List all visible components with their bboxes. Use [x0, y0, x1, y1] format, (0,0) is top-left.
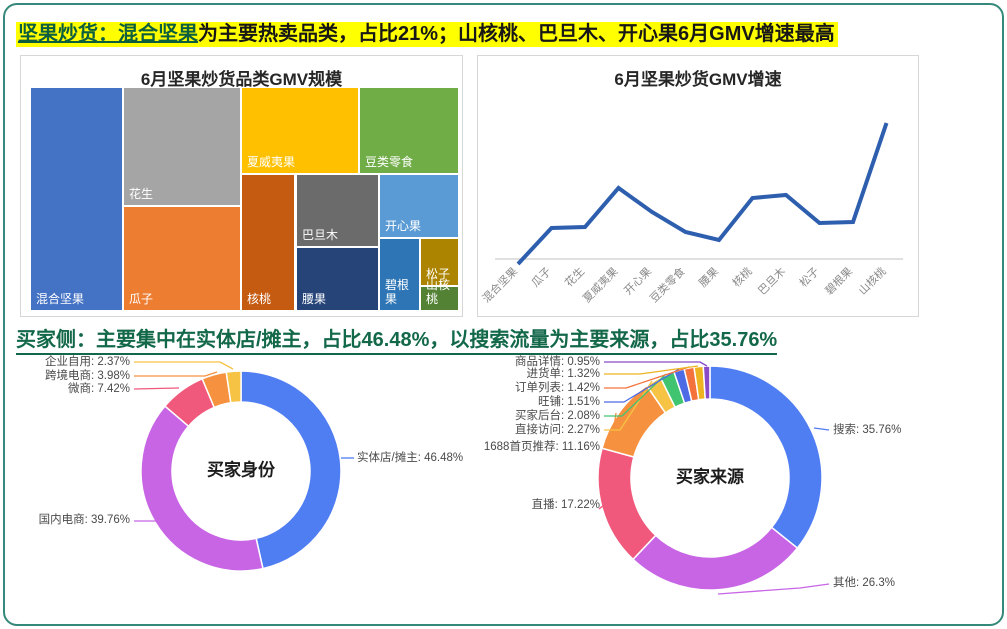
buyer-source-label-livestream: 直播: 17.22% [532, 497, 600, 511]
treemap-block-macadamia: 夏威夷果 [242, 88, 358, 173]
headline-buyers: 买家侧：主要集中在实体店/摊主，占比46.48%，以搜索流量为主要来源，占比35… [16, 328, 778, 355]
treemap-block-walnuts: 核桃 [242, 175, 294, 310]
buyer-source-label-purchase-list: 进货单: 1.32% [527, 366, 601, 380]
buyer-source-leader-order-list [604, 366, 690, 389]
buyer-source-leader-wangpu-storefront [604, 368, 680, 403]
buyer-identity-leader-wechat-business [133, 387, 180, 390]
treemap-block-bean-snacks: 豆类零食 [360, 88, 458, 173]
buyer-identity-label-physical-store-stall: 实体店/摊主: 46.48% [357, 450, 463, 464]
buyer-source-leader-1688-homepage-recommendation [604, 412, 617, 448]
headline-highlight: 坚果炒货：混合坚果为主要热卖品类，占比21%；山核桃、巴旦木、开心果6月GMV增… [16, 22, 838, 47]
treemap-label-macadamia: 夏威夷果 [247, 155, 296, 170]
buyer-identity-slice-domestic-ecommerce [140, 405, 264, 572]
buyer-source-label-product-detail: 商品详情: 0.95% [515, 354, 600, 368]
treemap-label-mixed-nuts: 混合坚果 [36, 292, 85, 307]
buyer-identity-label-domestic-ecommerce: 国内电商: 39.76% [39, 512, 130, 526]
buyer-source-leader-livestream [598, 504, 605, 510]
buyer-identity-slice-physical-store-stall [240, 370, 342, 570]
line-chart-title: 6月坚果炒货GMV增速 [614, 70, 782, 89]
treemap-block-almonds: 巴旦木 [297, 175, 378, 246]
treemap-label-pecans: 碧根果 [385, 278, 410, 307]
treemap-block-mixed-nuts: 混合坚果 [31, 88, 122, 310]
treemap-chart: 混合坚果 花生瓜子 夏威夷果 豆类零食核桃 巴旦木腰果 开心果碧根果 松子 山核桃 [31, 88, 458, 310]
headline-lead: 坚果炒货：混合坚果 [18, 23, 198, 45]
buyer-identity-leader-cross-border-ecommerce [134, 371, 218, 377]
treemap-label-hickory-nuts: 山核桃 [426, 278, 451, 307]
treemap-block-pecans: 碧根果 [380, 239, 419, 310]
buyer-source-slice-livestream [597, 447, 657, 561]
treemap-panel: 6月坚果炒货品类GMV规模 混合坚果 花生瓜子 夏威夷果 豆类零食核桃 巴旦木腰果 开心果… [20, 55, 463, 317]
buyer-identity-label-cross-border-ecommerce: 跨境电商: 3.98% [45, 368, 130, 382]
buyer-source-label-order-list: 订单列表: 1.42% [515, 380, 600, 394]
buyer-source-leader-other [717, 583, 830, 595]
buyer-source-label-search: 搜索: 35.76% [833, 422, 901, 436]
treemap-label-pistachios: 开心果 [385, 219, 422, 234]
buyer-identity-label-enterprise-self-use: 企业自用: 2.37% [45, 354, 130, 368]
treemap-block-melon-seeds: 瓜子 [124, 207, 240, 310]
buyer-identity-label-wechat-business: 微商: 7.42% [68, 381, 130, 395]
treemap-label-almonds: 巴旦木 [302, 228, 339, 243]
buyer-identity-leader-enterprise-self-use [134, 361, 234, 370]
treemap-label-melon-seeds: 瓜子 [129, 292, 154, 307]
buyer-source-leader-search [813, 427, 830, 431]
treemap-label-cashews: 腰果 [302, 292, 327, 307]
buyer-identity-slice-enterprise-self-use [225, 370, 242, 404]
buyer-identity-center-title: 买家身份 [207, 459, 276, 479]
buyer-source-label-buyer-backend: 买家后台: 2.08% [515, 408, 600, 422]
headline-category: 坚果炒货：混合坚果为主要热卖品类，占比21%；山核桃、巴旦木、开心果6月GMV增… [16, 22, 838, 47]
treemap-block-pistachios: 开心果 [380, 175, 458, 237]
treemap-title: 6月坚果炒货品类GMV规模 [140, 70, 343, 89]
treemap-label-bean-snacks: 豆类零食 [365, 155, 414, 170]
buyer-source-leader-product-detail [604, 361, 708, 367]
treemap-block-pine-nuts: 松子 [421, 239, 458, 285]
buyer-source-label-other: 其他: 26.3% [833, 576, 895, 589]
buyer-source-leader-purchase-list [604, 365, 699, 375]
headline-rest: 为主要热卖品类，占比21%；山核桃、巴旦木、开心果6月GMV增速最高 [198, 23, 835, 45]
treemap-block-peanuts: 花生 [124, 88, 240, 205]
buyer-source-slice-search [709, 365, 823, 550]
buyer-source-center-title: 买家来源 [676, 466, 744, 486]
buyer-source-slice-other [631, 526, 799, 591]
buyer-source-label-direct-visit: 直接访问: 2.27% [515, 422, 600, 436]
line-panel: 6月坚果炒货GMV增速 [477, 55, 919, 317]
treemap-block-hickory-nuts: 山核桃 [421, 279, 458, 310]
buyer-source-leader-buyer-backend [604, 373, 667, 417]
treemap-block-cashews: 腰果 [297, 248, 378, 310]
treemap-label-peanuts: 花生 [129, 187, 154, 202]
treemap-label-pine-nuts: 松子 [426, 267, 451, 282]
gmv-growth-line [516, 122, 889, 266]
buyer-source-label-1688-homepage-recommendation: 1688首页推荐: 11.16% [484, 439, 600, 453]
treemap-label-walnuts: 核桃 [247, 292, 272, 307]
buyer-source-label-wangpu-storefront: 旺铺: 1.51% [538, 395, 600, 408]
buyer-source-slice-product-detail [702, 365, 711, 400]
